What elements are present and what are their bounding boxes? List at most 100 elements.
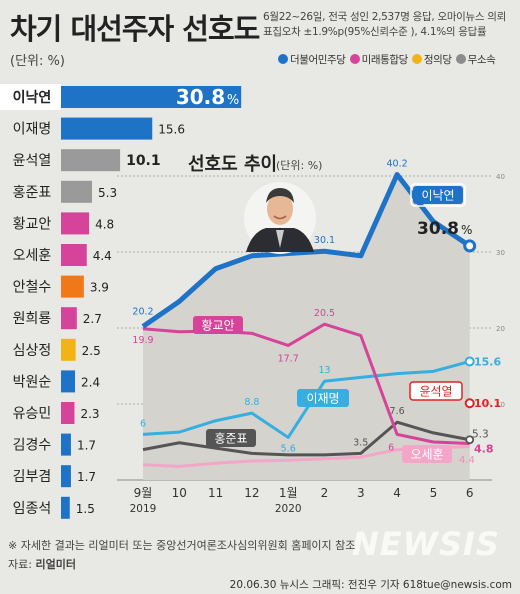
legend-item-2: 정의당 [411, 52, 452, 67]
source-prefix: 자료: [8, 558, 36, 571]
bar-value-label: 4.4 [93, 249, 112, 263]
y-tick-label: 20 [496, 325, 505, 333]
bar-12 [61, 465, 71, 488]
series-name-oh-label: 오세훈 [410, 448, 443, 462]
point-label: 17.7 [278, 353, 299, 364]
bar-10 [61, 402, 75, 424]
point-label: 20.5 [314, 308, 335, 319]
x-tick-label: 11 [208, 486, 223, 500]
bar-0 [61, 86, 242, 108]
bar-value-label: 1.7 [77, 470, 96, 484]
y-tick-label: 40 [496, 173, 505, 181]
bar-8 [61, 338, 76, 361]
bar-value-label: 4.8 [95, 217, 114, 231]
portrait-smile [273, 215, 287, 220]
x-tick-label: 9월 [134, 486, 153, 500]
point-label: 30.1 [314, 235, 335, 246]
x-year-label: 2020 [275, 503, 302, 515]
legend-label: 미래통합당 [361, 54, 409, 66]
legend-dot [349, 54, 360, 64]
bar-value-label: 10.1 [126, 153, 161, 169]
bar-2 [61, 149, 121, 172]
series-line-3 [142, 420, 470, 457]
point-label: 40.2 [387, 158, 408, 169]
bar-value-label: 1.5 [76, 502, 95, 516]
point-label: 13 [318, 365, 330, 376]
bar-value-label: 2.3 [80, 407, 99, 421]
bar-value-label: 30.8 [176, 85, 225, 109]
series-name-leenakyeon-box [413, 186, 463, 204]
bar-category-label: 홍준표 [13, 185, 52, 201]
area-leenakyeon [143, 174, 470, 481]
bar-category-label: 심상정 [13, 343, 52, 359]
end-label-hwang: 4.8 [474, 443, 494, 456]
bar-category-label: 유승민 [13, 406, 52, 422]
point-label: 3.5 [353, 437, 368, 448]
bar-value-label: 1.7 [77, 439, 96, 453]
x-tick-label: 6 [466, 486, 474, 500]
point-label: 8.8 [244, 397, 259, 408]
legend-item-3: 무소속 [455, 52, 496, 67]
footnote: ※ 자세한 결과는 리얼미터 또는 중앙선거여론조사심의위원회 홈페이지 참조 [8, 539, 356, 552]
page-title: 차기 대선주자 선호도 [10, 12, 260, 46]
bar-category-label: 박원순 [13, 374, 52, 390]
bar-category-label: 김경수 [13, 438, 52, 454]
y-tick-label: 30 [496, 249, 505, 257]
legend-label: 정의당 [423, 54, 452, 66]
bar-category-label: 황교안 [13, 216, 52, 232]
legend-dot [411, 54, 422, 64]
series-name-hong-label: 홍준표 [214, 432, 247, 446]
x-tick-label: 5 [430, 486, 438, 500]
end-marker-leejaemyung [464, 356, 475, 367]
bar-4 [61, 212, 90, 235]
bar-7 [61, 307, 77, 330]
survey-info: 6월22~26일, 전국 성인 2,537명 응답, 오마이뉴스 의뢰 표집오차… [263, 10, 515, 40]
point-label: 5.6 [281, 443, 296, 454]
bar-category-label: 오세훈 [13, 248, 52, 264]
legend-item-0: 더불어민주당 [278, 52, 346, 67]
point-label: 19.9 [132, 335, 153, 346]
series-name-yoon-label: 윤석열 [419, 385, 452, 399]
x-tick-label: 3 [357, 486, 365, 500]
bar-name-highlight [0, 84, 61, 110]
bar-category-label: 원희룡 [13, 311, 52, 327]
end-marker-hong [465, 435, 475, 445]
point-label: 20.2 [132, 306, 153, 317]
series-name-hwang-box [193, 316, 243, 334]
end-label-yoon: 10.1 [474, 397, 501, 410]
watermark: NEWSIS [352, 525, 500, 563]
point-label: 7.6 [390, 406, 405, 417]
bar-13 [61, 496, 70, 519]
bar-value-label: 5.3 [98, 186, 117, 200]
portrait-face [267, 193, 293, 225]
end-label-hong: 5.3 [472, 429, 489, 441]
legend-dot [278, 54, 288, 64]
point-label: 6 [388, 442, 394, 453]
end-suffix-leenakyeon: % [461, 223, 472, 237]
series-line-2 [142, 359, 471, 439]
series-name-oh-box [402, 445, 452, 463]
unit-label: (단위: %) [10, 54, 65, 69]
series-name-hong-box [206, 429, 256, 447]
series-name-leenakyeon-outline [410, 183, 466, 207]
bar-value-label: 3.9 [90, 281, 109, 295]
series-name-yoon-box [409, 381, 463, 401]
legend-label: 더불어민주당 [290, 54, 346, 66]
source-line: 자료: 리얼미터 [8, 556, 76, 572]
line-chart-title: 선호도 추이 [188, 154, 277, 175]
bar-category-label: 김부겸 [13, 469, 52, 485]
bar-5 [61, 244, 87, 266]
end-label-leenakyeon: 30.8 [417, 219, 459, 239]
end-marker-yoon [464, 398, 475, 409]
series-name-leenakyeon-label: 이낙연 [421, 189, 454, 203]
bar-value-label: 2.4 [81, 375, 100, 389]
end-marker-leenakyeon [463, 239, 477, 253]
x-tick-label: 10 [172, 486, 187, 500]
source-name: 리얼미터 [35, 558, 76, 571]
x-year-label: 2019 [130, 503, 157, 515]
x-tick-label: 2 [321, 486, 329, 500]
portrait-hair [266, 188, 294, 203]
end-label-oh: 4.4 [459, 455, 475, 466]
bar-category-label: 윤석열 [13, 153, 52, 169]
